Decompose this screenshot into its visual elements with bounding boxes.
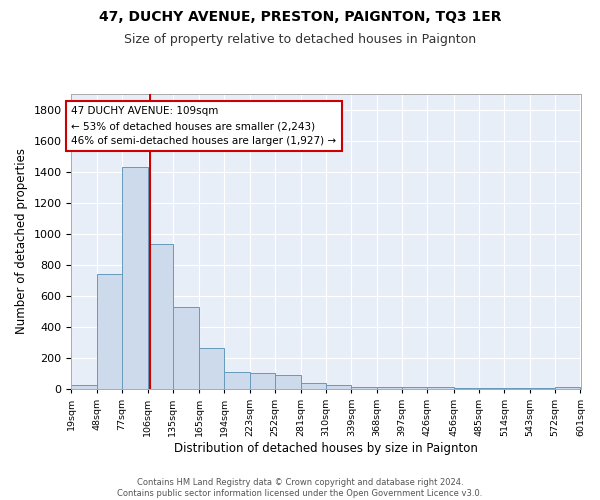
Bar — [173, 306, 199, 389]
Bar — [250, 372, 275, 389]
Text: 47, DUCHY AVENUE, PRESTON, PAIGNTON, TQ3 1ER: 47, DUCHY AVENUE, PRESTON, PAIGNTON, TQ3… — [99, 10, 501, 24]
Bar — [224, 372, 250, 389]
Bar — [427, 388, 454, 389]
Bar — [326, 385, 352, 389]
Bar — [148, 244, 173, 389]
Bar — [275, 375, 301, 389]
Text: Size of property relative to detached houses in Paignton: Size of property relative to detached ho… — [124, 32, 476, 46]
Bar — [352, 388, 377, 389]
Bar — [301, 382, 326, 389]
Bar — [479, 388, 505, 389]
Y-axis label: Number of detached properties: Number of detached properties — [15, 148, 28, 334]
Bar — [530, 388, 555, 389]
Bar — [555, 386, 580, 389]
X-axis label: Distribution of detached houses by size in Paignton: Distribution of detached houses by size … — [174, 442, 478, 455]
Bar — [71, 385, 97, 389]
Bar — [97, 274, 122, 389]
Bar — [199, 348, 224, 389]
Bar — [454, 388, 479, 389]
Text: 47 DUCHY AVENUE: 109sqm
← 53% of detached houses are smaller (2,243)
46% of semi: 47 DUCHY AVENUE: 109sqm ← 53% of detache… — [71, 106, 337, 146]
Bar — [402, 388, 427, 389]
Bar — [377, 388, 402, 389]
Text: Contains HM Land Registry data © Crown copyright and database right 2024.
Contai: Contains HM Land Registry data © Crown c… — [118, 478, 482, 498]
Bar — [122, 167, 148, 389]
Bar — [505, 388, 530, 389]
